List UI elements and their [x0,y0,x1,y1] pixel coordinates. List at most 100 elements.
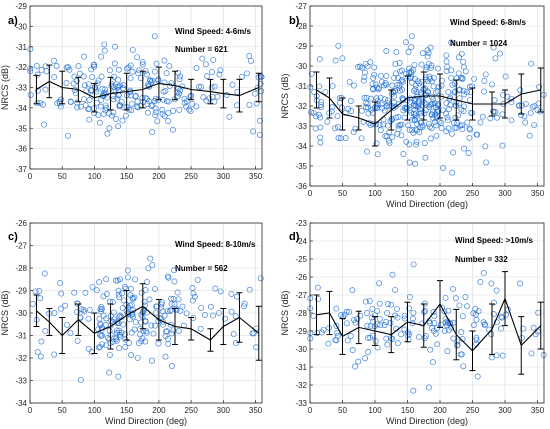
data-point [389,271,396,278]
data-point [520,325,527,332]
data-point [95,344,102,351]
data-point [163,328,169,335]
data-point [136,340,142,347]
data-point [170,327,177,334]
data-point [392,286,399,293]
x-tick-label: 50 [338,406,347,415]
data-point [132,319,139,326]
data-point [334,113,341,120]
data-point [490,311,497,318]
data-point [492,109,499,115]
data-point [490,44,497,51]
data-point [229,81,236,88]
data-point [132,93,139,100]
data-point [373,84,380,91]
data-point [176,76,183,83]
data-point [58,290,65,297]
data-point [106,67,113,74]
data-point [98,73,105,80]
data-point [175,296,182,303]
data-point [450,286,456,293]
data-point [74,99,81,106]
data-point [127,62,134,69]
data-point [371,71,378,78]
data-point [470,322,477,329]
data-point [232,313,239,320]
data-point [450,119,457,126]
data-point [67,99,74,106]
data-point [115,291,122,298]
data-point [165,109,172,116]
data-point [383,72,390,79]
data-point [401,326,408,333]
data-point [363,104,370,111]
data-point [200,94,207,101]
data-point [416,334,422,341]
data-point [85,315,92,322]
data-point [338,312,344,319]
data-point [32,288,39,295]
data-point [406,294,413,301]
data-point [234,293,240,300]
data-point [406,126,413,133]
data-point [374,151,381,158]
data-point [308,109,315,116]
data-point [499,352,506,359]
data-point [64,321,70,328]
data-point [144,109,151,116]
data-point [382,133,389,140]
data-point [312,125,319,132]
data-point [403,39,409,46]
x-axis-label: Wind Direction (deg) [386,416,468,426]
data-point [71,87,78,94]
data-point [148,102,155,109]
data-point [380,121,387,128]
data-point [362,355,369,362]
data-point [148,357,155,364]
data-point [421,335,428,342]
data-point [396,60,403,66]
data-point [138,338,145,345]
y-axis-label: NRCS (dB) [280,73,290,118]
data-point [89,74,96,81]
data-point [142,287,149,294]
data-point [411,110,417,117]
data-point [168,363,175,369]
data-point [409,315,416,322]
data-point [428,101,435,108]
data-point [405,49,412,55]
data-point [125,274,131,281]
data-point [98,53,105,60]
data-point [149,129,156,136]
data-point [521,113,528,120]
data-point [77,376,84,383]
data-point [195,83,202,90]
data-point [448,39,455,46]
data-point [443,322,450,329]
data-point [383,335,390,342]
data-point [430,327,437,334]
data-point [364,310,370,316]
data-point [163,98,170,105]
data-point [431,313,438,319]
data-point [430,83,437,90]
data-point [403,106,410,113]
data-point [441,328,448,334]
data-point [226,113,233,120]
data-point [201,312,208,318]
data-point [110,309,117,316]
data-point [171,267,178,274]
data-point [193,65,200,71]
data-point [444,114,451,121]
x-tick-label: 200 [152,172,166,181]
data-point [364,148,370,155]
data-point [429,108,436,115]
data-point [320,326,327,333]
data-point [67,330,74,337]
data-point [317,104,324,111]
data-point [400,97,406,104]
data-point [451,124,458,131]
data-point [481,78,488,84]
data-point [419,50,426,57]
data-point [386,103,393,110]
